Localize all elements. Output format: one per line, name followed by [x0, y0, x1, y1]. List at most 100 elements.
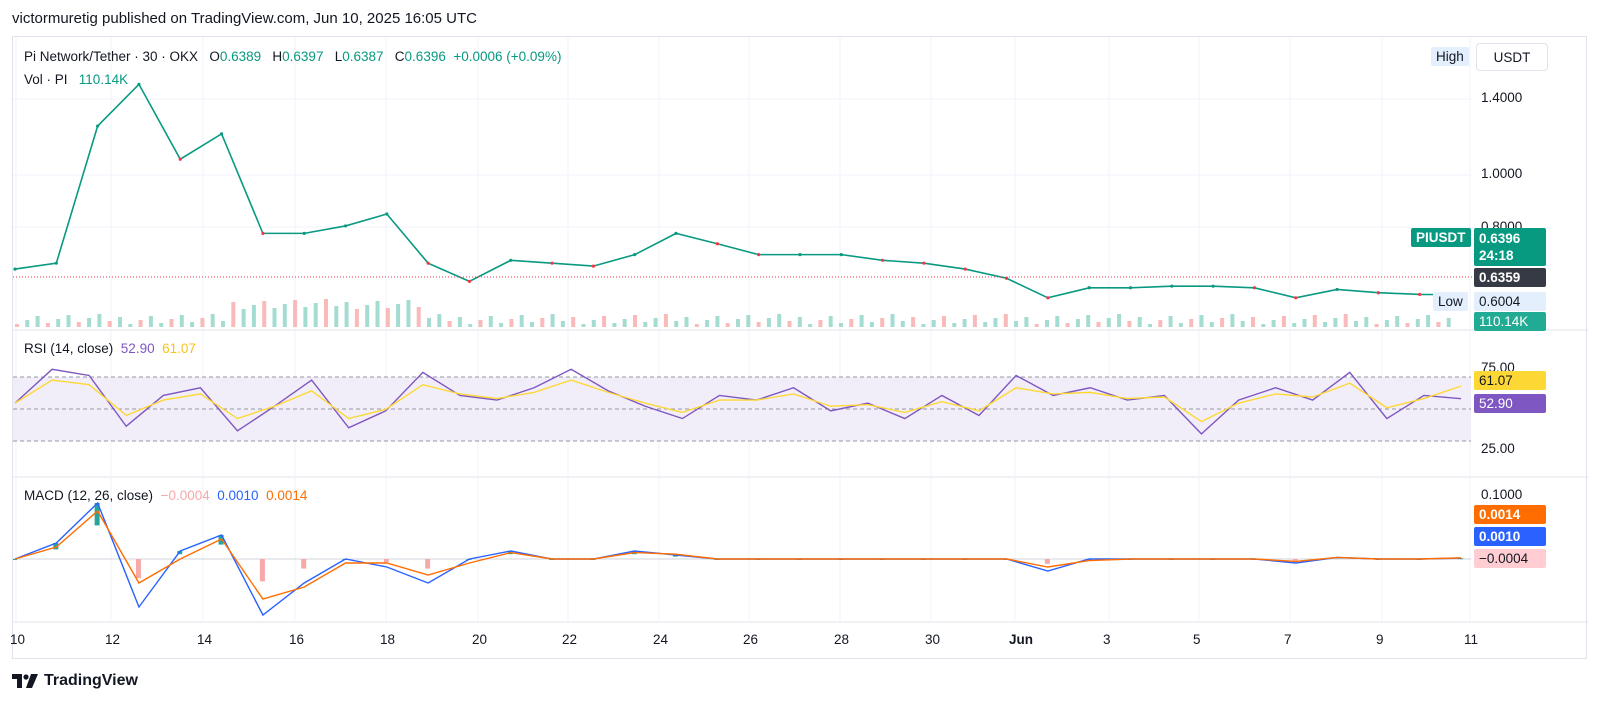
volume-bar — [107, 321, 112, 327]
price-line — [14, 82, 1462, 299]
volume-bar — [931, 320, 936, 327]
volume-bar — [200, 318, 205, 327]
volume-bar — [560, 321, 565, 327]
volume-bar — [66, 315, 71, 327]
tradingview-logo[interactable]: TradingView — [12, 672, 138, 690]
volume-bar — [210, 314, 215, 327]
volume-bar — [725, 323, 730, 327]
macd-series-signal — [14, 509, 1462, 600]
price-point — [343, 224, 348, 228]
x-tick-label: 24 — [653, 632, 669, 647]
currency-button[interactable]: USDT — [1476, 43, 1548, 71]
volume-bar — [221, 321, 225, 327]
volume-bar — [983, 322, 988, 327]
volume-bar — [1333, 318, 1338, 327]
volume-bar — [911, 317, 916, 327]
time-axis[interactable]: 10 12 14 16 18 20 22 24 26 28 30 Jun 3 5 7 9 11 — [10, 632, 1478, 652]
macd-hist-value: −0.0004 — [160, 488, 210, 503]
volume-bar — [1364, 317, 1369, 327]
price-point — [1170, 284, 1174, 288]
volume-bar — [612, 323, 617, 327]
volume-bar — [694, 324, 699, 327]
price-point — [633, 253, 637, 257]
volume-bar — [1148, 324, 1152, 327]
x-tick-label: 30 — [925, 632, 941, 647]
volume-bar — [900, 321, 905, 327]
last-price-tag: 0.6396 24:18 — [1474, 228, 1546, 266]
volume-bar — [190, 322, 195, 327]
volume-bar — [25, 320, 30, 327]
volume-bar — [272, 308, 277, 327]
volume-bar — [509, 319, 514, 327]
volume-bar — [808, 324, 813, 327]
price-point — [178, 157, 182, 161]
volume-bar — [303, 307, 308, 327]
volume-bar — [241, 309, 246, 327]
volume-bar — [962, 319, 967, 327]
macd-hist-bar — [135, 559, 141, 579]
rsi-series-ma — [14, 379, 1462, 423]
price-point — [1211, 284, 1215, 288]
volume-bar — [684, 317, 689, 327]
volume-tag: 110.14K — [1474, 312, 1546, 331]
volume-bar — [1395, 316, 1400, 327]
macd-hist-bar — [259, 559, 265, 582]
volume-bar — [622, 319, 627, 327]
volume-bar — [1230, 314, 1235, 327]
volume-bar — [859, 315, 864, 327]
price-point — [385, 212, 389, 216]
high-tag: High — [1431, 47, 1469, 66]
chart-frame[interactable]: Pi Network/Tether · 30 · OKX O0.6389 H0.… — [10, 36, 1588, 660]
price-point — [302, 231, 306, 235]
volume-bar — [1271, 320, 1276, 327]
volume-bar — [1086, 315, 1091, 327]
candle-countdown: 24:18 — [1479, 248, 1514, 263]
price-point — [1418, 292, 1422, 297]
volume-bar — [365, 305, 370, 327]
price-legend: Pi Network/Tether · 30 · OKX O0.6389 H0.… — [24, 49, 561, 64]
volume-bar — [540, 318, 545, 327]
price-point — [261, 231, 265, 235]
price-point — [1376, 291, 1380, 295]
rsi-label: RSI (14, close) — [24, 341, 114, 356]
macd-hist-bar — [94, 503, 100, 526]
x-tick-label: 20 — [472, 632, 488, 647]
volume-bar — [736, 319, 740, 327]
price-point — [757, 253, 761, 257]
open-label: O — [209, 49, 220, 64]
volume-bar — [818, 320, 823, 327]
volume-bar — [1323, 322, 1328, 327]
volume-bar — [488, 316, 493, 327]
chart-canvas[interactable] — [13, 37, 1588, 660]
x-tick-label: 3 — [1103, 632, 1111, 647]
rsi-legend: RSI (14, close) 52.90 61.07 — [24, 341, 196, 356]
volume-bar — [1117, 314, 1122, 327]
price-point — [467, 279, 472, 283]
macd-label: MACD (12, 26, close) — [24, 488, 154, 503]
volume-bar — [76, 322, 81, 327]
volume-bar — [1405, 323, 1410, 327]
x-tick-label: 14 — [197, 632, 213, 647]
volume-bar — [1292, 323, 1297, 327]
volume-bar — [45, 323, 50, 327]
x-tick-label: 11 — [1464, 632, 1479, 647]
volume-bar — [1189, 319, 1194, 327]
volume-bar — [35, 316, 40, 327]
volume-bar — [97, 314, 102, 327]
volume-bar — [1024, 317, 1029, 327]
volume-bar — [478, 320, 483, 327]
volume-bar — [1055, 316, 1060, 327]
volume-bar — [581, 324, 586, 327]
volume-bar — [1127, 321, 1132, 327]
macd-tag: 0.0010 — [1474, 527, 1546, 546]
volume-bar — [663, 314, 668, 327]
volume-bar — [1096, 322, 1101, 327]
price-point — [509, 258, 513, 262]
volume-bar — [159, 323, 164, 327]
price-point — [674, 231, 678, 235]
x-tick-label: 16 — [289, 632, 305, 647]
brand-name: TradingView — [44, 672, 138, 689]
volume-bar — [1065, 323, 1070, 327]
volume-bar — [1014, 321, 1019, 327]
volume-bar — [766, 318, 771, 327]
